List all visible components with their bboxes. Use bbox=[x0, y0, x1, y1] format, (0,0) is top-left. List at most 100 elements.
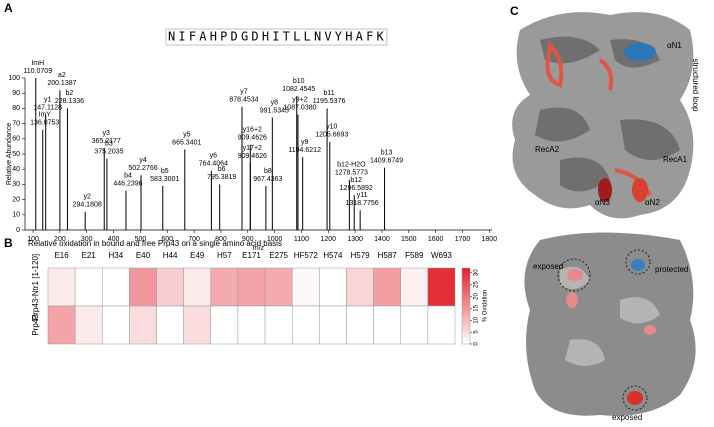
colorbar-label: % Oxidation bbox=[483, 290, 489, 322]
column-label: E40 bbox=[136, 251, 151, 260]
peak-mz-label: 1087.0380 bbox=[283, 104, 316, 111]
peak-mz-label: 764.4064 bbox=[199, 161, 228, 168]
y-tick-label: 50 bbox=[12, 151, 20, 158]
peak-ion-label: b2 bbox=[66, 90, 74, 97]
peak-mz-label: 583.3001 bbox=[150, 176, 179, 183]
colorbar-tick-label: 15 bbox=[474, 304, 480, 311]
heatmap-cell bbox=[291, 267, 320, 307]
peptide-sequence: NIFAHPDGDHITLLNVYHAFK bbox=[168, 30, 387, 44]
x-tick-label: 1600 bbox=[428, 236, 444, 243]
x-tick-label: 600 bbox=[161, 236, 173, 243]
column-label: H34 bbox=[108, 251, 123, 260]
heatmap-cell bbox=[183, 305, 212, 345]
peak-mz-label: 365.2177 bbox=[92, 138, 121, 145]
heatmap-cell bbox=[129, 305, 157, 345]
x-tick-label: 400 bbox=[108, 236, 120, 243]
x-tick-label: 1100 bbox=[294, 236, 309, 243]
x-tick-label: 200 bbox=[54, 236, 66, 243]
x-tick-label: 1400 bbox=[374, 236, 390, 243]
structure-label: RecA2 bbox=[535, 145, 560, 154]
peak-ion-label: y1 bbox=[44, 96, 52, 103]
colorbar-tick-label: 0 bbox=[474, 342, 480, 346]
peak-ion-label: y10 bbox=[326, 124, 337, 131]
colorbar-tick-label: 25 bbox=[474, 281, 480, 288]
heatmap-cell bbox=[373, 305, 401, 345]
panel-label: A bbox=[4, 1, 13, 15]
structure-label: RecA1 bbox=[663, 155, 688, 164]
y-tick-label: 40 bbox=[12, 166, 20, 173]
peak-ion-label: y11 bbox=[357, 192, 368, 199]
peak-mz-label: 909.4626 bbox=[238, 135, 267, 142]
peak-mz-label: 294.1808 bbox=[73, 202, 102, 209]
x-tick-label: 1800 bbox=[482, 236, 498, 243]
peak-ion-label: y16+2 bbox=[243, 127, 262, 134]
surface-structure bbox=[524, 232, 696, 416]
column-label: H587 bbox=[378, 251, 398, 260]
y-tick-label: 100 bbox=[8, 75, 20, 82]
heatmap-cell bbox=[264, 305, 293, 345]
colorbar bbox=[461, 267, 471, 345]
row-label: Prp43 bbox=[31, 314, 40, 336]
y-tick-label: 60 bbox=[12, 136, 20, 143]
heatmap-cell bbox=[264, 267, 293, 307]
heatmap-cell bbox=[156, 267, 184, 307]
column-label: W693 bbox=[431, 251, 452, 260]
peak-ion-label: b6 bbox=[218, 166, 226, 173]
heatmap-title: Relative oxidation in bound and free Prp… bbox=[28, 239, 282, 248]
peak-ion-label: y5 bbox=[183, 131, 191, 138]
peak-ion-label: y9+2 bbox=[292, 96, 307, 103]
heatmap-cell bbox=[74, 267, 103, 307]
heatmap-cell bbox=[427, 267, 456, 307]
structure-label: structured loop bbox=[691, 59, 700, 112]
heatmap-cell bbox=[74, 305, 103, 345]
heatmap-cell bbox=[319, 267, 347, 307]
ribbon-structure bbox=[512, 12, 694, 219]
peak-mz-label: 878.4534 bbox=[229, 97, 258, 104]
peak-ion-label: y9 bbox=[301, 139, 309, 146]
peak-mz-label: 1205.6693 bbox=[315, 132, 348, 139]
panel-label: B bbox=[4, 236, 13, 250]
peak-ion-label: b4 bbox=[124, 172, 132, 179]
peak-mz-label: 1409.6749 bbox=[370, 158, 403, 165]
surface-label: exposed bbox=[533, 262, 563, 271]
column-label: E49 bbox=[190, 251, 205, 260]
colorbar-tick-label: 20 bbox=[474, 293, 480, 300]
peak-ion-label: y6 bbox=[210, 153, 218, 160]
panel-label: C bbox=[510, 4, 519, 18]
peak-mz-label: 1278.5773 bbox=[335, 170, 368, 177]
y-axis-label: Relative Abundance bbox=[6, 123, 13, 185]
peak-ion-label: y4 bbox=[139, 157, 147, 164]
peak-mz-label: 1082.4545 bbox=[282, 86, 315, 93]
heatmap-cell bbox=[183, 267, 212, 307]
x-tick-label: 300 bbox=[81, 236, 93, 243]
column-label: HF572 bbox=[294, 251, 319, 260]
column-label: E16 bbox=[54, 251, 69, 260]
peak-ion-label: y8 bbox=[271, 99, 279, 106]
heatmap-cell bbox=[400, 267, 429, 307]
peak-ion-label: b10 bbox=[293, 78, 305, 85]
heatmap-cell bbox=[102, 267, 130, 307]
surface-label: exposed bbox=[612, 413, 642, 422]
peak-ion-label: b5 bbox=[161, 168, 169, 175]
x-axis-label: m/z bbox=[253, 245, 265, 252]
column-label: H44 bbox=[163, 251, 178, 260]
heatmap-cell bbox=[210, 267, 239, 307]
x-tick-label: 1500 bbox=[401, 236, 417, 243]
colorbar-tick-label: 10 bbox=[474, 316, 480, 323]
heatmap-cell bbox=[129, 267, 157, 307]
peak-ion-label: b8 bbox=[264, 168, 272, 175]
sequence-boxes bbox=[165, 28, 388, 46]
peak-mz-label: 502.2766 bbox=[128, 165, 157, 172]
peak-mz-label: 1296.5892 bbox=[340, 185, 373, 192]
peak-mz-label: 1104.6212 bbox=[288, 147, 321, 154]
heatmap-cell bbox=[346, 267, 374, 307]
peak-ion-label: y3 bbox=[103, 130, 111, 137]
y-tick-label: 80 bbox=[12, 105, 20, 112]
heatmap-cell bbox=[373, 267, 401, 307]
peak-mz-label: 375.2035 bbox=[94, 148, 123, 155]
x-tick-label: 1200 bbox=[320, 236, 336, 243]
peak-mz-label: 665.3401 bbox=[172, 139, 201, 146]
column-label: F589 bbox=[405, 251, 424, 260]
heatmap-cell bbox=[47, 305, 76, 345]
